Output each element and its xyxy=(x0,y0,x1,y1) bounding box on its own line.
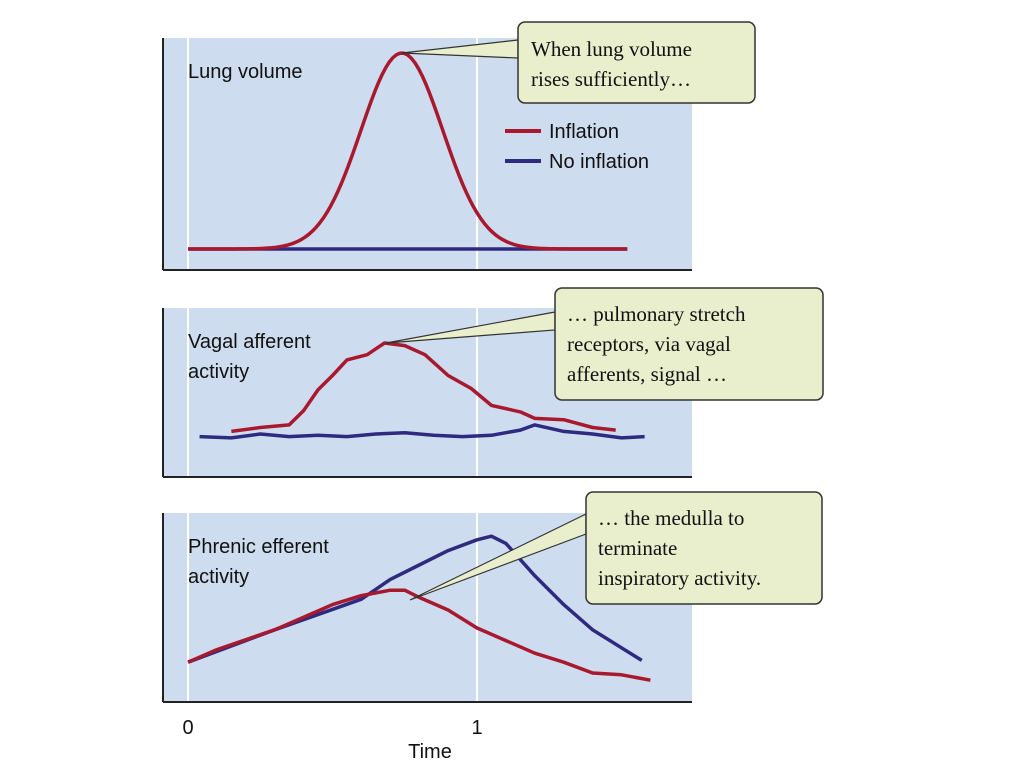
panel-title-lung-volume: Lung volume xyxy=(188,61,303,83)
panel-title-vagal-line1: Vagal afferent xyxy=(188,331,311,353)
series-line-inflation xyxy=(187,51,628,251)
callout-box xyxy=(517,21,756,104)
series-line-inflation xyxy=(231,341,616,434)
callout-3 xyxy=(409,491,823,605)
callout-2-line1: … pulmonary stretch xyxy=(567,302,746,326)
series-line-inflation xyxy=(187,588,651,682)
callout-1-line1: When lung volume xyxy=(531,37,692,61)
callout-2-line2: receptors, via vagal xyxy=(567,332,731,356)
x-axis-label: Time xyxy=(408,741,452,763)
callout-1-line2: rises sufficiently… xyxy=(531,67,691,91)
callout-2-line3: afferents, signal … xyxy=(567,362,727,386)
callout-box xyxy=(554,287,824,401)
callout-1 xyxy=(401,21,756,104)
callout-3-line1: … the medulla to xyxy=(598,506,744,530)
legend-label-inflation: Inflation xyxy=(549,121,619,143)
legend-label-no-inflation: No inflation xyxy=(549,151,649,173)
x-tick-label-1: 1 xyxy=(471,717,482,739)
callout-2 xyxy=(385,287,824,401)
series-line-no-inflation xyxy=(199,423,645,440)
legend: Inflation No inflation xyxy=(505,121,649,173)
callout-3-line2: terminate xyxy=(598,536,677,560)
callout-3-line3: inspiratory activity. xyxy=(598,566,761,590)
x-tick-label-0: 0 xyxy=(182,717,193,739)
callout-box xyxy=(585,491,823,605)
panel-title-phrenic-line2: activity xyxy=(188,566,249,588)
panel-title-vagal-line2: activity xyxy=(188,361,249,383)
panel-title-phrenic-line1: Phrenic efferent xyxy=(188,536,329,558)
